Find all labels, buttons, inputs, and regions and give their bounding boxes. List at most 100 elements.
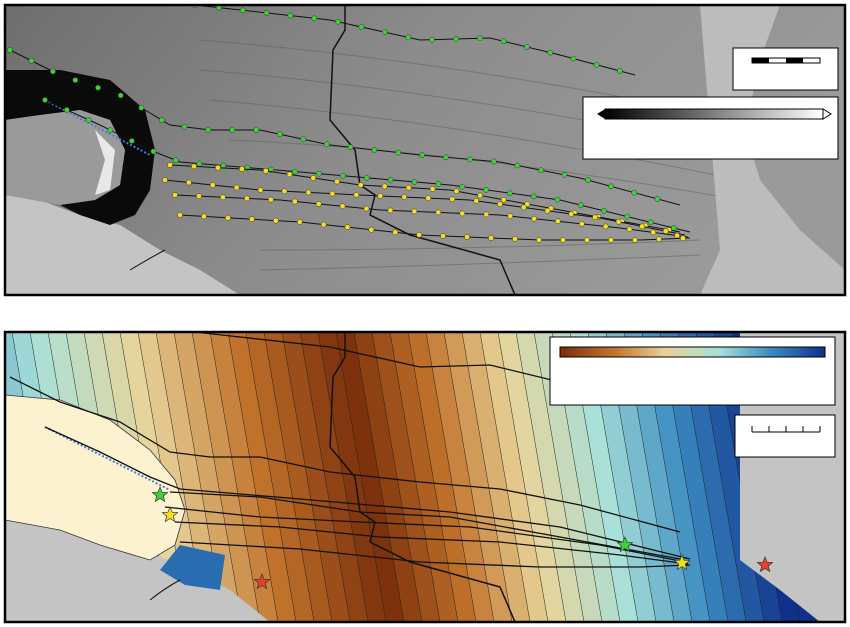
track-point (292, 168, 298, 175)
track-point (520, 204, 527, 211)
track-point (128, 138, 135, 144)
contour-band (191, 332, 262, 622)
track-point (440, 233, 446, 239)
track-point (560, 237, 566, 243)
profile (44, 426, 171, 491)
track-point (488, 235, 494, 241)
track-point (561, 172, 568, 178)
contour-band (281, 332, 352, 622)
track-point (377, 193, 384, 199)
track-point (608, 183, 614, 190)
track-point (626, 226, 633, 233)
stars (151, 486, 774, 590)
track-point (239, 166, 245, 172)
track-point (335, 18, 341, 25)
track-point (411, 208, 418, 215)
track-point (281, 188, 288, 195)
track-point (593, 61, 600, 68)
contour-band (299, 332, 370, 622)
track-point (435, 181, 442, 187)
contour-band (263, 332, 334, 622)
contour-band (497, 332, 568, 622)
track-point (453, 188, 460, 195)
track-point (117, 92, 124, 99)
star (161, 506, 179, 523)
contour-band (173, 332, 244, 622)
track-point (334, 178, 340, 185)
contour-band (479, 332, 550, 622)
track-point (205, 126, 212, 133)
track-point (464, 234, 470, 240)
scale-bar (751, 426, 821, 433)
track-point (201, 213, 207, 220)
track-point (95, 84, 101, 91)
track-point (244, 195, 250, 202)
track-point (276, 131, 283, 138)
track-point (554, 196, 561, 203)
track-point (7, 47, 13, 53)
track-point (323, 141, 330, 148)
track-point (220, 194, 226, 201)
track-point (249, 216, 255, 223)
track-point (344, 224, 351, 230)
track-point (656, 236, 662, 243)
contour-band (317, 332, 388, 622)
track (164, 506, 686, 563)
contour-band (443, 332, 514, 622)
track-point (568, 211, 575, 217)
track-point (671, 225, 677, 231)
track-point (257, 187, 264, 193)
track-point (72, 77, 79, 83)
track-point (138, 104, 145, 111)
track-point (570, 55, 577, 62)
track-point (263, 10, 270, 16)
track-point (449, 196, 456, 203)
platform (5, 110, 125, 205)
track (44, 426, 691, 560)
track-point (358, 24, 365, 30)
track-point (401, 194, 408, 200)
track-point (296, 219, 303, 225)
track-point (429, 36, 435, 43)
track-point (674, 232, 680, 239)
contour-band (353, 332, 424, 622)
track (179, 541, 691, 568)
track-point (339, 172, 346, 179)
track-point (405, 34, 412, 41)
track-point (172, 192, 178, 198)
track-point (601, 207, 607, 214)
track-point (253, 127, 260, 133)
track-point (419, 152, 425, 159)
track-point (28, 57, 35, 64)
track (169, 164, 681, 233)
track-point (524, 201, 531, 207)
track-point (536, 237, 542, 243)
grayscale-box (582, 96, 839, 160)
track-point (577, 202, 584, 208)
contour-band (425, 332, 496, 622)
track-point (639, 223, 646, 230)
track-point (162, 177, 168, 183)
land-left (5, 520, 270, 622)
track-point (490, 158, 497, 165)
track-point (650, 229, 657, 236)
track-point (662, 228, 669, 234)
track-point (429, 186, 436, 192)
track-point (272, 217, 279, 224)
track-point (616, 68, 623, 74)
track-point (514, 162, 521, 169)
track-point (647, 219, 654, 226)
track-point (347, 144, 354, 151)
star (151, 486, 169, 503)
track-point (473, 198, 480, 204)
track-point (425, 195, 432, 201)
track-point (507, 213, 514, 219)
track-point (530, 193, 537, 200)
star (756, 556, 774, 573)
tracks (7, 5, 691, 243)
track-point (196, 193, 202, 199)
track-point (85, 117, 92, 123)
star (673, 554, 691, 571)
track-point (538, 167, 544, 174)
